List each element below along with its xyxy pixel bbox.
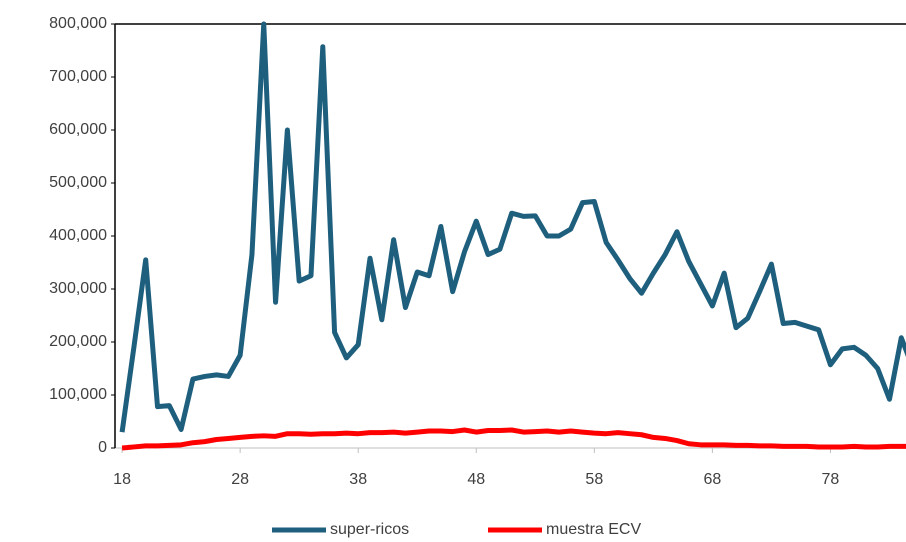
y-tick-label: 500,000	[49, 174, 107, 191]
y-tick-label: 200,000	[49, 333, 107, 350]
y-tick-label: 400,000	[49, 227, 107, 244]
plot-area	[119, 21, 906, 451]
x-tick-label: 38	[349, 471, 367, 488]
series-line	[119, 21, 906, 433]
x-tick-label: 58	[585, 471, 603, 488]
y-tick-label: 100,000	[49, 386, 107, 403]
y-tick-label: 300,000	[49, 280, 107, 297]
x-tick-label: 68	[703, 471, 721, 488]
x-tick-label: 48	[467, 471, 485, 488]
y-tick-label: 0	[98, 439, 107, 456]
legend-label: muestra ECV	[546, 521, 641, 538]
x-tick-label: 78	[822, 471, 840, 488]
y-tick-label: 800,000	[49, 15, 107, 32]
series-line	[121, 427, 906, 451]
x-tick-label: 28	[231, 471, 249, 488]
legend-label: super-ricos	[330, 521, 409, 538]
y-tick-label: 600,000	[49, 121, 107, 138]
x-tick-label: 18	[113, 471, 131, 488]
y-tick-label: 700,000	[49, 68, 107, 85]
